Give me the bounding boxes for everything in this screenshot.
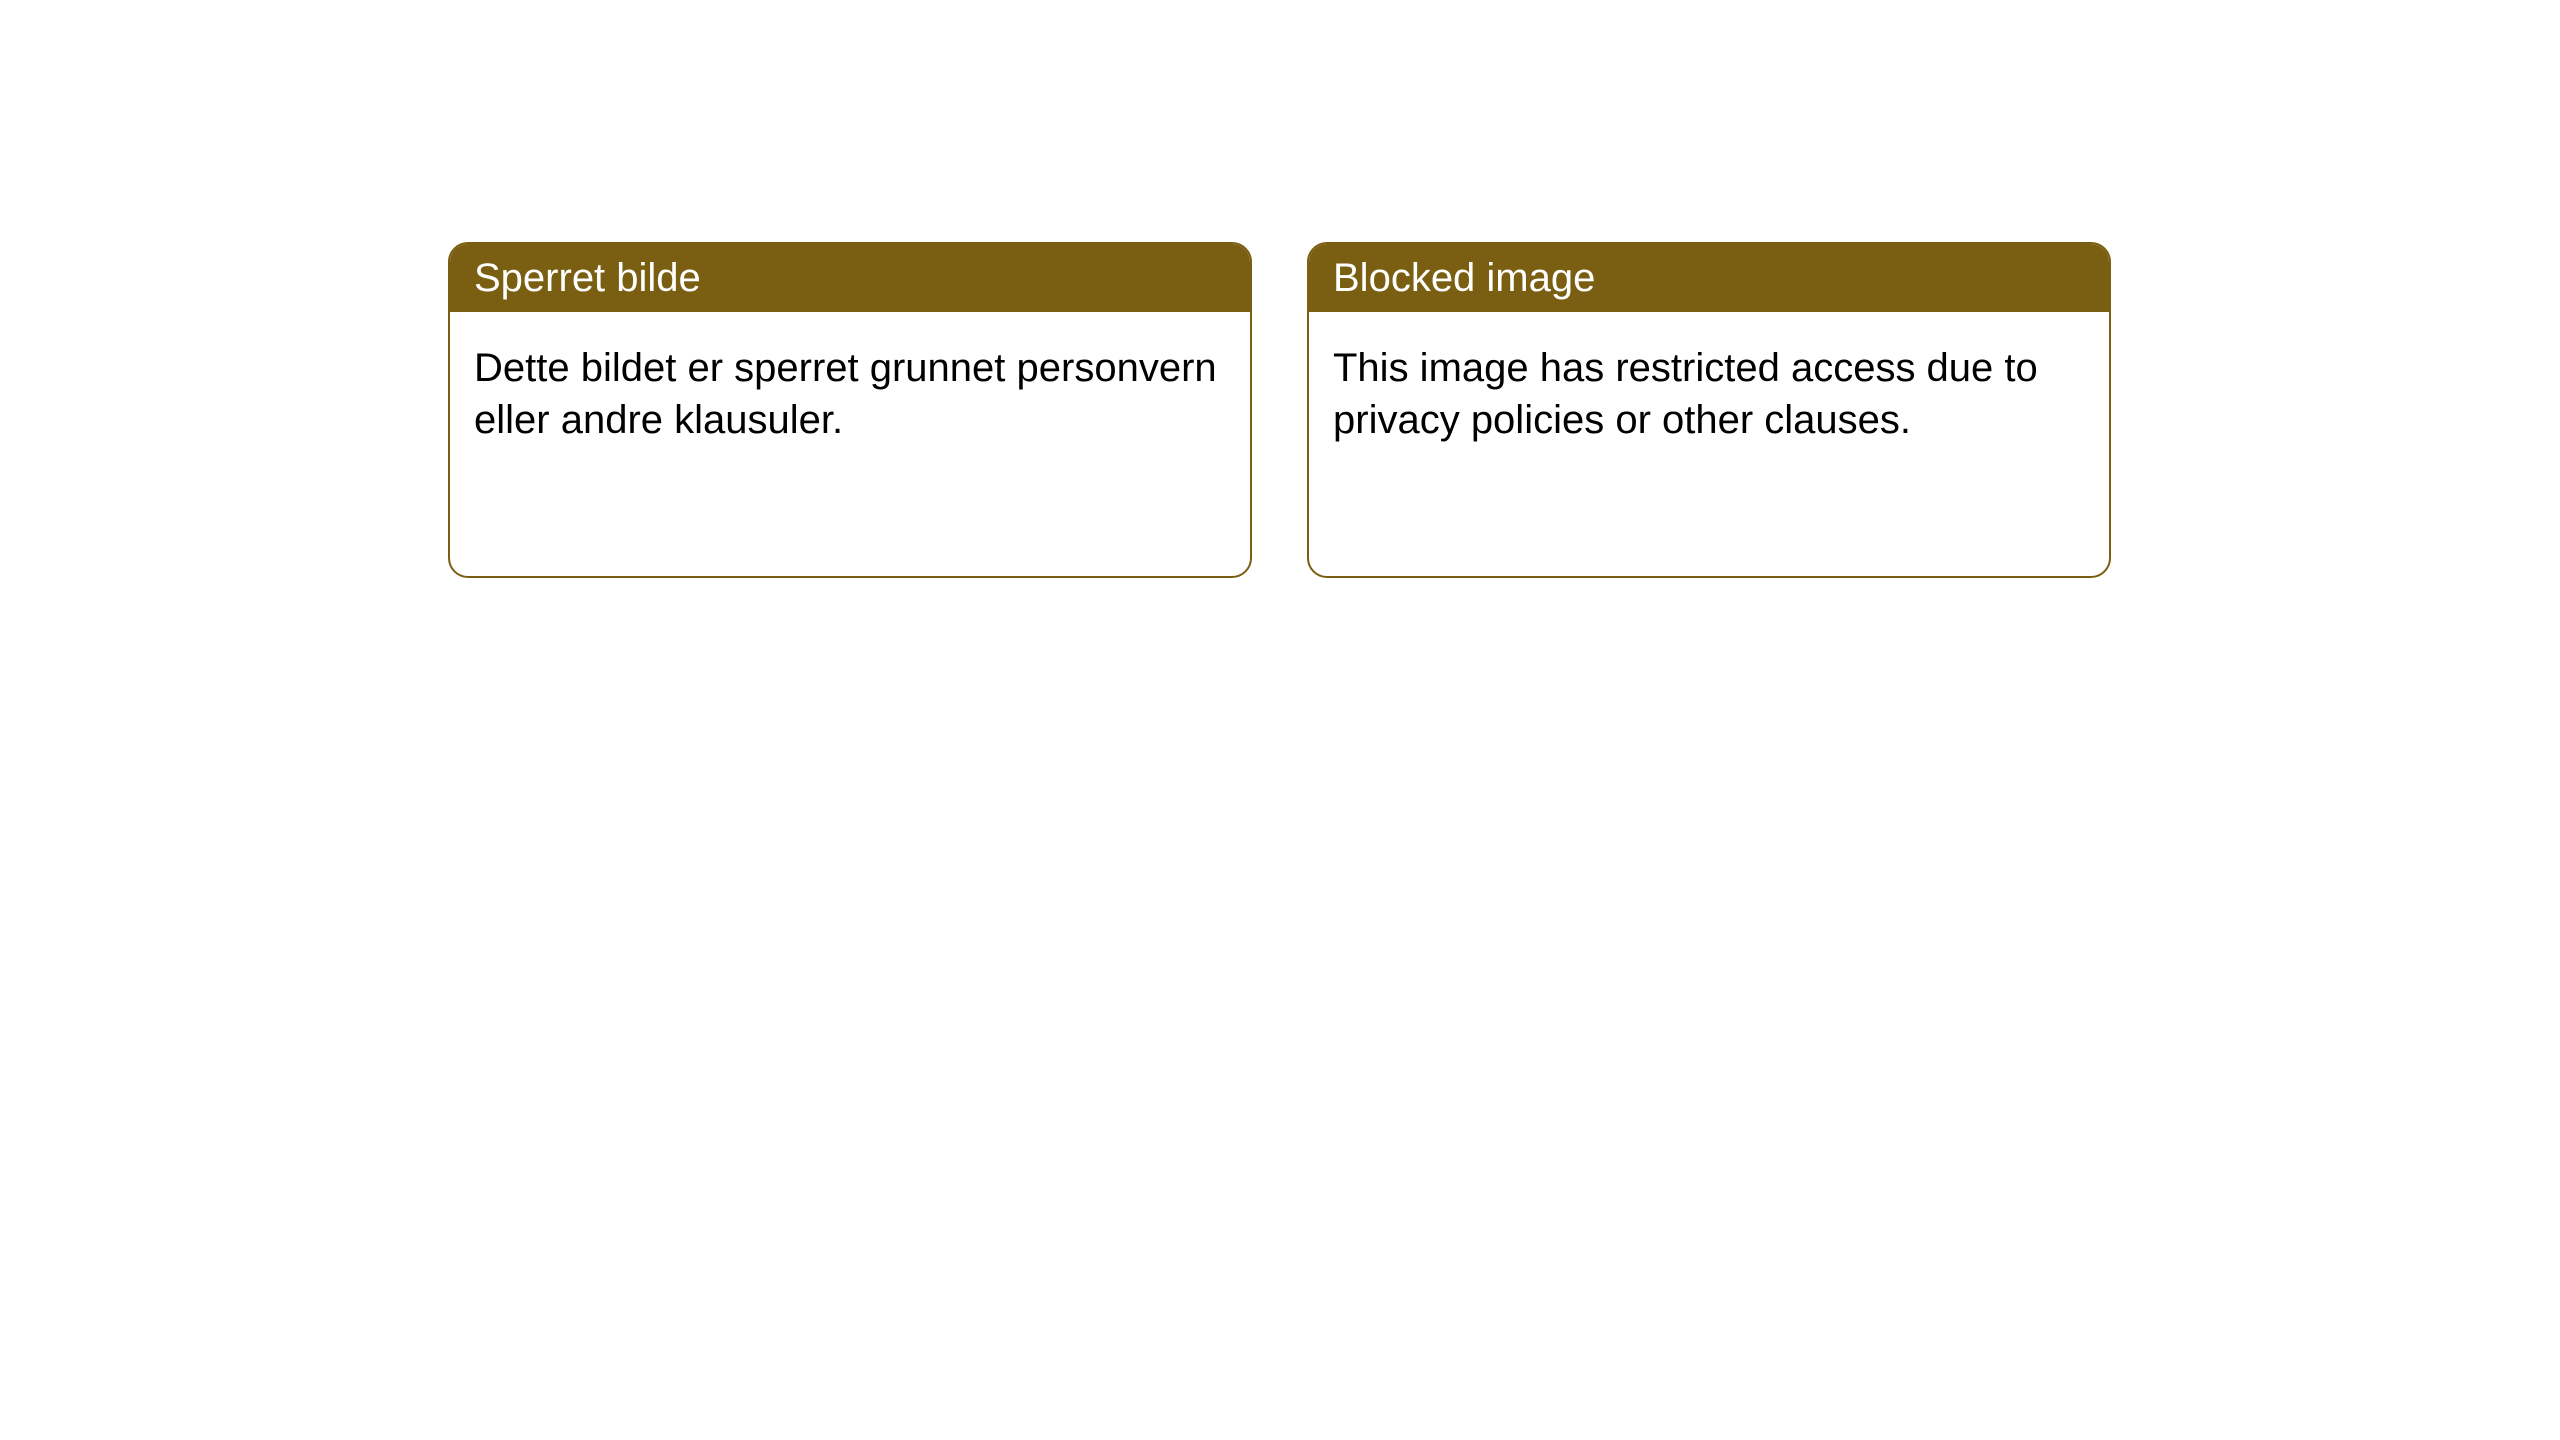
card-header: Blocked image (1309, 244, 2109, 312)
card-body: Dette bildet er sperret grunnet personve… (450, 312, 1250, 476)
notice-card-english: Blocked image This image has restricted … (1307, 242, 2111, 578)
card-body-text: This image has restricted access due to … (1333, 346, 2038, 442)
notice-card-norwegian: Sperret bilde Dette bildet er sperret gr… (448, 242, 1252, 578)
card-title: Blocked image (1333, 256, 1595, 300)
card-body-text: Dette bildet er sperret grunnet personve… (474, 346, 1217, 442)
card-body: This image has restricted access due to … (1309, 312, 2109, 476)
notice-container: Sperret bilde Dette bildet er sperret gr… (0, 0, 2560, 578)
card-header: Sperret bilde (450, 244, 1250, 312)
card-title: Sperret bilde (474, 256, 701, 300)
